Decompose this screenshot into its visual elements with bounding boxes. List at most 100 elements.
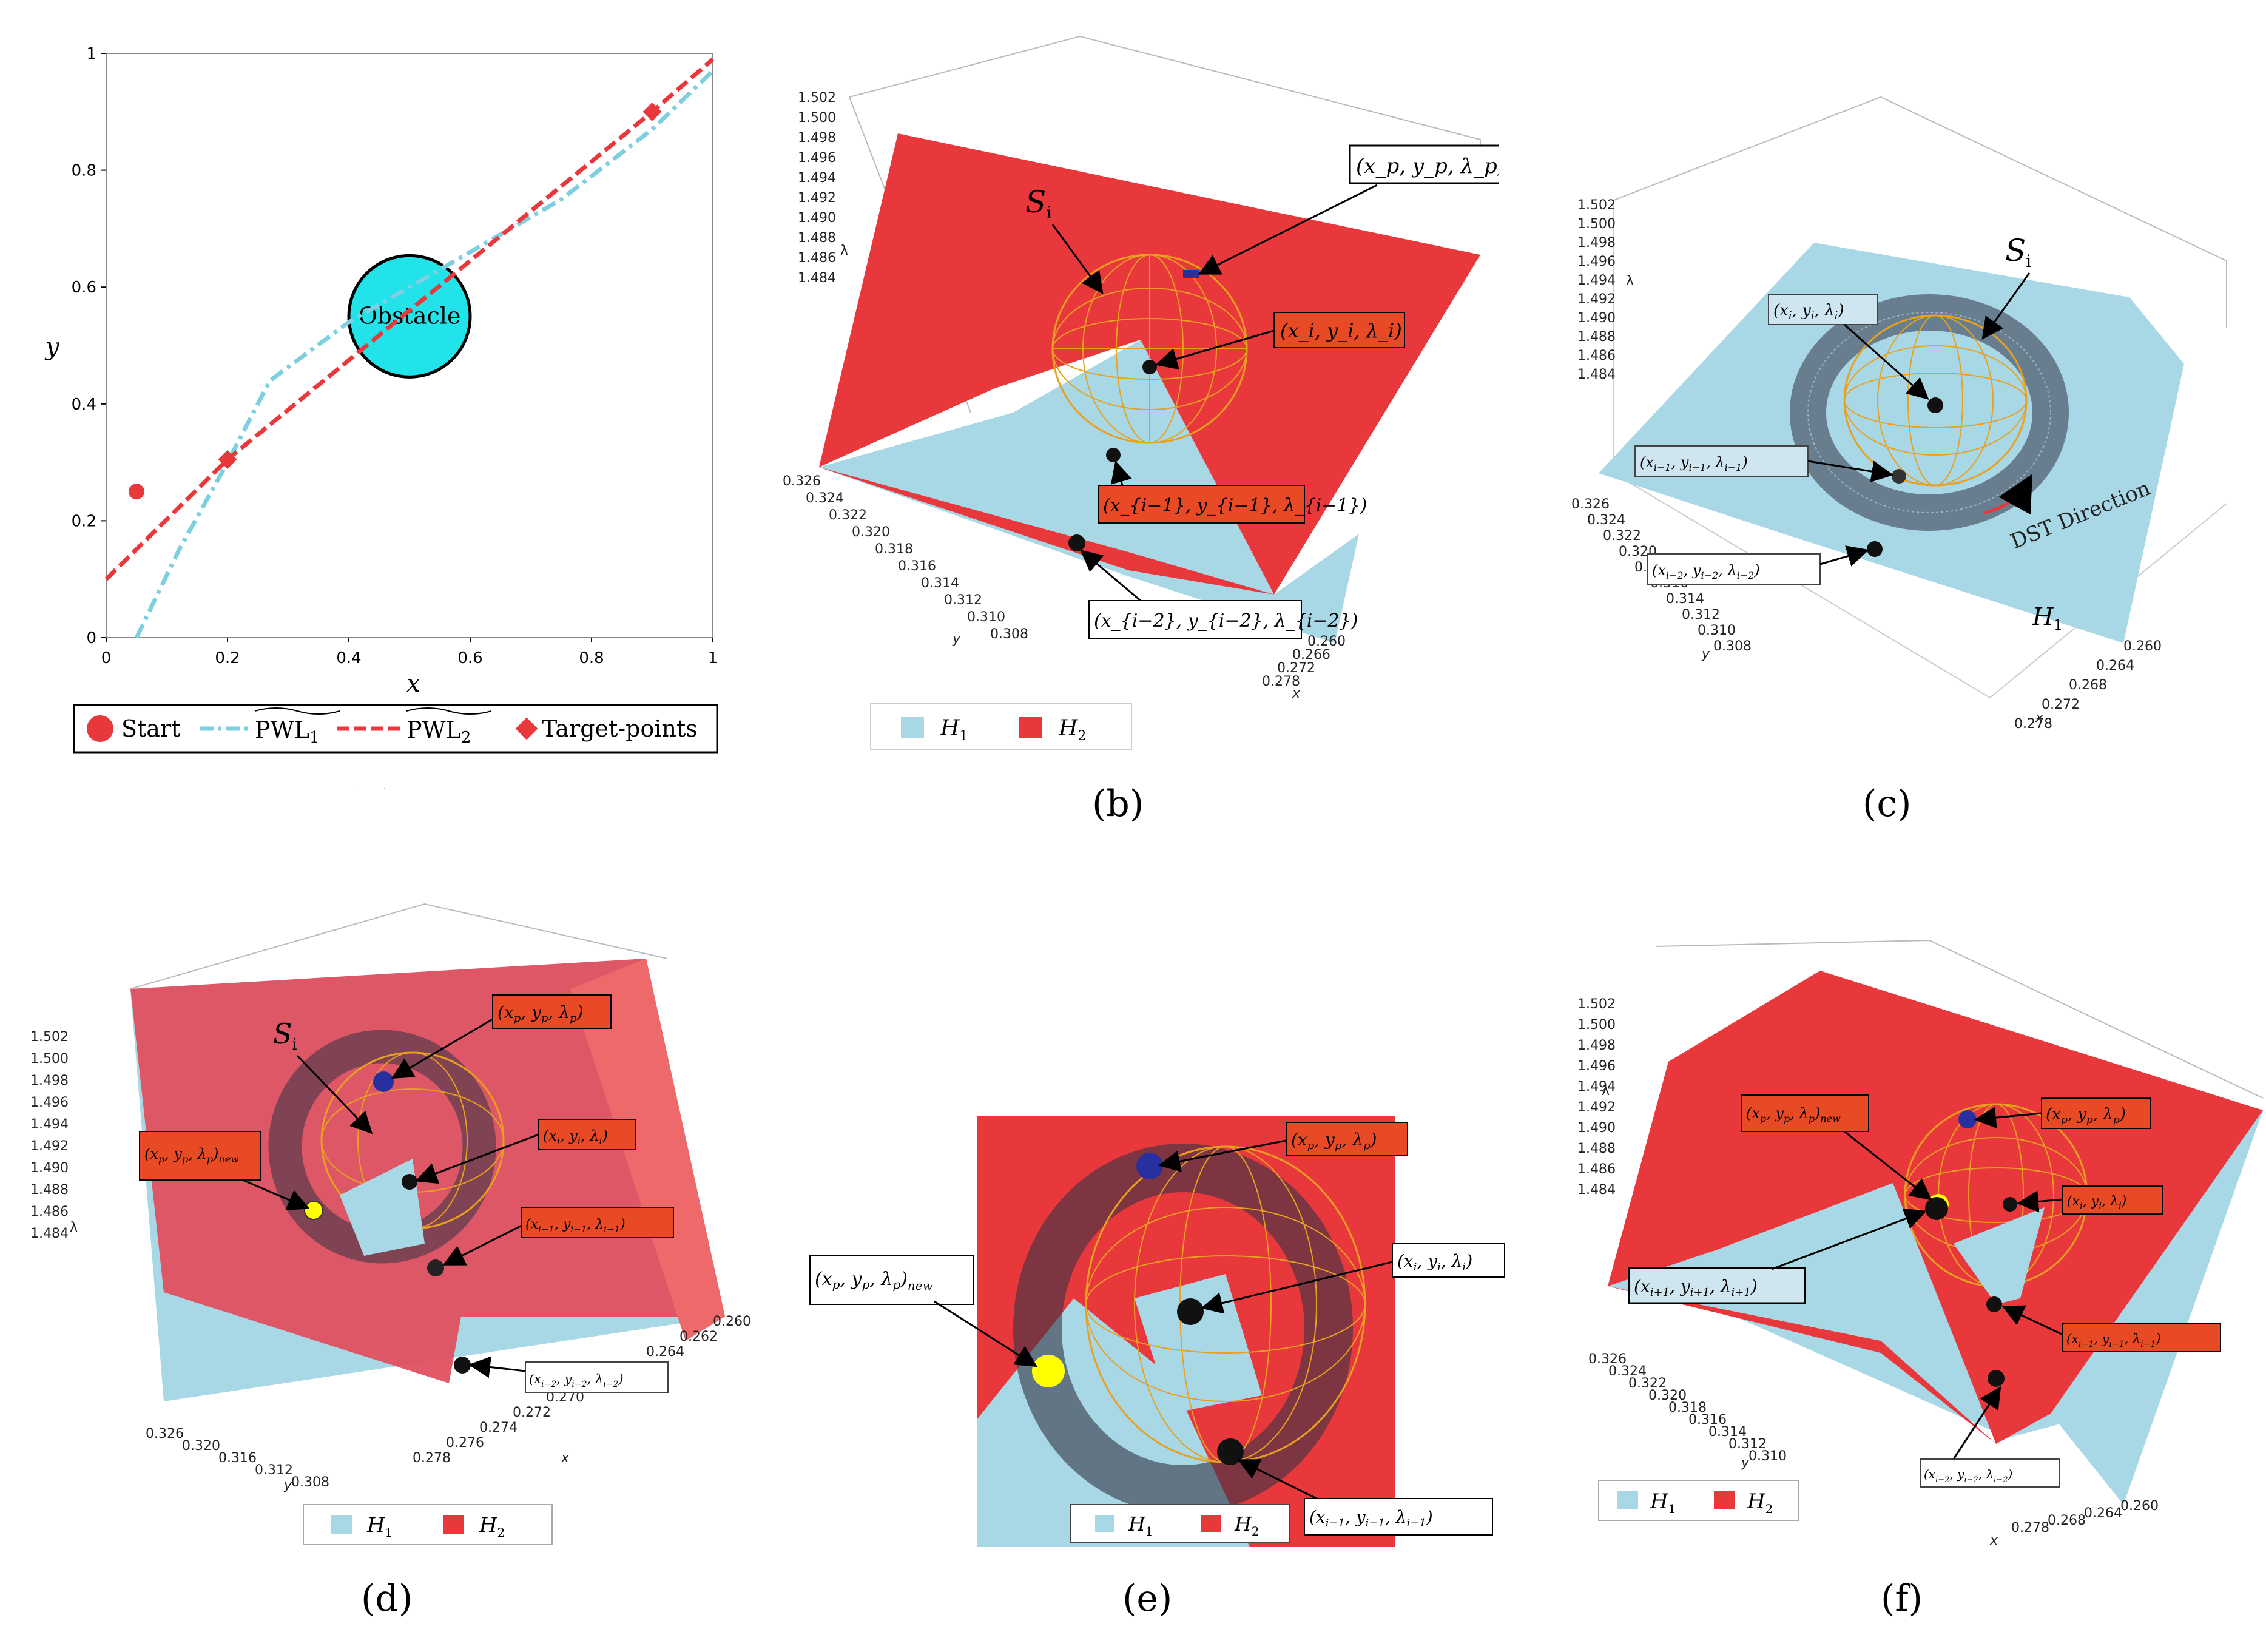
arrow-pnew-e <box>934 1300 1038 1367</box>
panel-letter-a: (a) <box>346 783 396 789</box>
svg-text:(xp, yp, λp): (xp, yp, λp) <box>2046 1105 2126 1126</box>
tick-label: 0.324 <box>1608 1364 1647 1379</box>
tick-label: 0.316 <box>218 1451 257 1466</box>
tick-label: 1.496 <box>30 1095 69 1110</box>
arrow-im1-c <box>1807 460 1893 482</box>
point-p-f <box>1958 1110 1977 1128</box>
label-im2-f: (xi−2, yi−2, λi−2) <box>1920 1458 2060 1488</box>
tick-label: 1.490 <box>798 211 836 226</box>
label-im2-c: (xi−2, yi−2, λi−2) <box>1647 553 1821 585</box>
tick-label: 1.486 <box>798 251 836 266</box>
tick-label: 0.316 <box>898 559 936 574</box>
arrow-pnew-d <box>242 1179 310 1210</box>
x-tick-label: 0.2 <box>215 649 240 667</box>
tick-label: 1.486 <box>1577 1162 1616 1177</box>
arrow-i-c <box>1844 323 1929 400</box>
tick-label: 1.494 <box>1577 273 1616 288</box>
tick-label: 0.312 <box>944 593 982 608</box>
tick-label: 1.488 <box>1577 329 1616 345</box>
tick-label: 1.492 <box>1577 292 1616 307</box>
axis-z-f: λ <box>1602 1084 1610 1099</box>
axis-z-c: λ <box>1626 274 1634 289</box>
tick-label: 0.310 <box>967 610 1005 625</box>
label-im1-c: (xi−1, yi−1, λi−1) <box>1634 445 1809 477</box>
chart-f-svg: 1.502 1.500 1.498 1.496 1.494 1.492 1.490 1.488… <box>1577 939 2264 1620</box>
arrow-im1-b <box>1110 460 1132 486</box>
panel-letter-e: (e) <box>1122 1577 1172 1620</box>
label-pnew-d: (xp, yp, λp)new <box>139 1131 261 1181</box>
y-tick-label: 0 <box>86 629 96 647</box>
point-i-b <box>1142 360 1157 374</box>
point-im1-f <box>1986 1296 2002 1312</box>
panel-b: 1.502 1.500 1.498 1.496 1.494 1.492 1.490 1.488… <box>752 0 1505 837</box>
point-i-d <box>402 1174 417 1190</box>
legend-pwl2: PWL2 <box>406 716 471 747</box>
arrow-ip1-f <box>1771 1208 1927 1270</box>
label-im1-b: (x_{i−1}, y_{i−1}, λ_{i−1}) <box>1098 485 1367 524</box>
panel-letter-d: (d) <box>361 1577 413 1620</box>
arrow-im2-c <box>1819 545 1869 567</box>
label-i-f: (xi, yi, λi) <box>2062 1185 2163 1215</box>
x-tick-label: 0.4 <box>336 649 361 667</box>
legend-f: H1 H2 <box>1598 1480 1799 1521</box>
y-tick-label: 0.8 <box>72 162 96 180</box>
tick-label: 1.502 <box>1577 997 1616 1012</box>
label-im2-d: (xi−2, yi−2, λi−2) <box>525 1361 669 1393</box>
tick-label: 1.488 <box>1577 1141 1616 1156</box>
svg-text:(xi, yi, λi): (xi, yi, λi) <box>2067 1194 2126 1212</box>
tick-label: 1.494 <box>798 170 836 186</box>
tick-label: 0.310 <box>1748 1449 1787 1464</box>
arrow-p-f <box>1974 1107 2042 1129</box>
tick-label: 1.494 <box>30 1117 69 1132</box>
legend-start: Start <box>121 715 180 742</box>
si-arrow-b <box>1051 224 1104 294</box>
point-pnew-e <box>1032 1355 1065 1387</box>
tick-label: 1.496 <box>1577 1059 1616 1074</box>
panel-d: 1.502 1.500 1.498 1.496 1.494 1.492 1.490 1.488… <box>0 880 752 1650</box>
label-im2-b: (x_{i−2}, y_{i−2}, λ_{i−2}) <box>1088 600 1358 639</box>
tick-label: 0.314 <box>1666 592 1704 607</box>
surface-h1-e-center <box>1135 1274 1262 1414</box>
tick-label: 0.322 <box>829 508 867 523</box>
series-a: Obstacle <box>104 57 715 639</box>
svg-text:(xi, yi, λi): (xi, yi, λi) <box>1773 302 1844 322</box>
tick-labels-d: 1.502 1.500 1.498 1.496 1.494 1.492 1.490 1.488… <box>30 1030 751 1490</box>
tick-label: 1.484 <box>30 1226 69 1241</box>
label-pnew-f: (xp, yp, λp)new <box>1741 1094 1869 1132</box>
label-im1-f: (xi−1, yi−1, λi−1) <box>2062 1323 2221 1352</box>
panel-letter-b: (b) <box>1092 783 1144 825</box>
x-tick-label: 0 <box>101 649 112 667</box>
tick-label: 0.276 <box>446 1435 484 1451</box>
point-im1-c <box>1892 469 1906 484</box>
tick-label: 0.320 <box>182 1438 220 1454</box>
axis-y-b: y <box>952 632 961 647</box>
legend-targets: Target-points <box>542 715 698 742</box>
arrow-pnew-f <box>1844 1130 1932 1201</box>
surface-h2-b-lower <box>819 467 1274 595</box>
tick-label: 1.490 <box>1577 1121 1616 1136</box>
inner-h1-f <box>1954 1207 2045 1304</box>
tick-label: 1.500 <box>1577 1017 1616 1033</box>
tick-label: 0.318 <box>1668 1400 1707 1415</box>
point-im1-e <box>1217 1438 1244 1465</box>
tilde-2 <box>406 707 492 715</box>
tick-label: 1.492 <box>798 190 836 206</box>
tick-label: 0.324 <box>1587 513 1625 528</box>
start-point <box>129 484 144 500</box>
chart-b-svg: 1.502 1.500 1.498 1.496 1.494 1.492 1.490 1.488… <box>783 35 1505 825</box>
tick-label: 0.326 <box>1571 497 1610 512</box>
h1-label-c: H1 <box>2032 603 2063 633</box>
axis-x-b: x <box>1292 686 1301 701</box>
tick-label: 0.310 <box>1698 623 1736 638</box>
axis-y-f: y <box>1741 1455 1750 1471</box>
legend-e: H1 H2 <box>1070 1504 1290 1543</box>
legend-pwl1: PWL1 <box>255 716 319 747</box>
tick-label: 0.266 <box>1292 647 1330 662</box>
tick-label: 1.502 <box>30 1030 69 1045</box>
svg-text:(x_{i−2}, y_{i−2}, λ_{i−2}): (x_{i−2}, y_{i−2}, λ_{i−2}) <box>1094 610 1358 632</box>
tick-label: 0.278 <box>2011 1520 2049 1536</box>
arrow-i-e <box>1201 1261 1393 1314</box>
tick-label: 0.260 <box>2120 1499 2159 1514</box>
arrow-i-d <box>415 1133 539 1184</box>
tick-label: 1.494 <box>1577 1079 1616 1094</box>
